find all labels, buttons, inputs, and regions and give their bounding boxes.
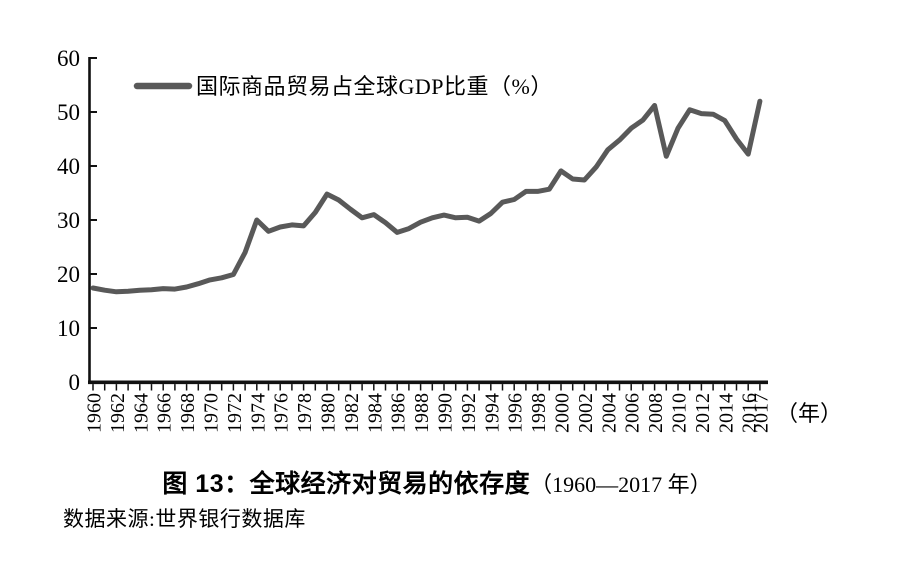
x-tick-label: 2006: [622, 393, 644, 433]
figure-caption-main: 图 13：全球经济对贸易的依存度: [162, 470, 531, 498]
x-tick-label: 1968: [177, 393, 199, 433]
x-tick-label: 1990: [435, 393, 457, 433]
x-tick-label: 1994: [481, 393, 503, 433]
x-tick-label: 2017: [750, 393, 772, 433]
x-tick-label: 1962: [107, 393, 129, 433]
x-tick-label: 2000: [552, 393, 574, 433]
x-tick-label: 2004: [598, 393, 620, 433]
trade-share-data-line: [90, 98, 763, 295]
x-tick-label: 1972: [224, 393, 246, 433]
x-tick-label: 1960: [84, 393, 106, 433]
figure-caption-year-range: （1960—2017 年）: [530, 472, 712, 497]
x-tick-label: 1964: [130, 393, 152, 433]
y-tick-label: 30: [57, 208, 80, 233]
x-tick-label: 1988: [411, 393, 433, 433]
y-tick-label: 40: [57, 154, 80, 179]
x-tick-label: 2012: [692, 393, 714, 433]
x-tick-label: 1982: [341, 393, 363, 433]
y-tick-label: 0: [69, 370, 81, 395]
x-tick-label: 1966: [154, 393, 176, 433]
x-tick-label: 1976: [271, 393, 293, 433]
x-tick-label: 2014: [715, 393, 737, 433]
x-tick-label: 1970: [201, 393, 223, 433]
x-tick-label: 1986: [388, 393, 410, 433]
figure-caption: 图 13：全球经济对贸易的依存度（1960—2017 年）: [0, 464, 874, 500]
x-tick-label: 1974: [247, 393, 269, 433]
x-tick-label: 2008: [645, 393, 667, 433]
x-tick-label: 1984: [364, 393, 386, 433]
x-tick-label: 1980: [318, 393, 340, 433]
y-tick-label: 20: [57, 262, 80, 287]
y-tick-label: 50: [57, 100, 80, 125]
x-tick-label: 1978: [294, 393, 316, 433]
x-axis-unit-label: （年）: [776, 401, 842, 426]
data-source-note: 数据来源:世界银行数据库: [63, 507, 306, 531]
y-tick-label: 10: [57, 316, 80, 341]
legend-label: 国际商品贸易占全球GDP比重（%）: [196, 74, 553, 99]
x-tick-label: 2002: [575, 393, 597, 433]
x-tick-label: 1992: [458, 393, 480, 433]
x-tick-label: 1996: [505, 393, 527, 433]
y-tick-label: 60: [57, 46, 80, 71]
x-tick-label: 2010: [669, 393, 691, 433]
x-tick-label: 2016: [739, 393, 761, 433]
x-tick-label: 1998: [528, 393, 550, 433]
